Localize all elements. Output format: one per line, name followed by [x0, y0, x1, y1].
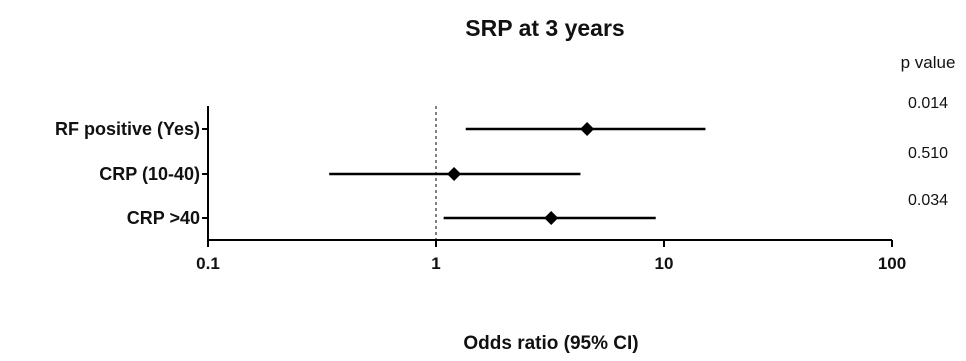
- x-tick-label: 10: [655, 254, 674, 273]
- estimate-marker: [447, 167, 462, 181]
- estimate-marker: [544, 211, 559, 225]
- plot-area: 0.1 1 10 100 RF positive (Yes) 0.014 CRP (10-4…: [55, 95, 948, 273]
- estimate-marker: [580, 122, 595, 136]
- p-value-header: p value: [901, 53, 956, 72]
- category-label: CRP (10-40): [99, 164, 200, 184]
- x-tick-label: 1: [431, 254, 440, 273]
- x-tick-label: 100: [878, 254, 906, 273]
- category-label: CRP >40: [127, 208, 200, 228]
- p-value: 0.034: [908, 192, 948, 209]
- category-label: RF positive (Yes): [55, 119, 200, 139]
- x-tick-label: 0.1: [196, 254, 220, 273]
- chart-title: SRP at 3 years: [465, 15, 624, 41]
- p-value: 0.510: [908, 145, 948, 162]
- p-value: 0.014: [908, 95, 948, 112]
- x-axis-title: Odds ratio (95% CI): [463, 333, 638, 354]
